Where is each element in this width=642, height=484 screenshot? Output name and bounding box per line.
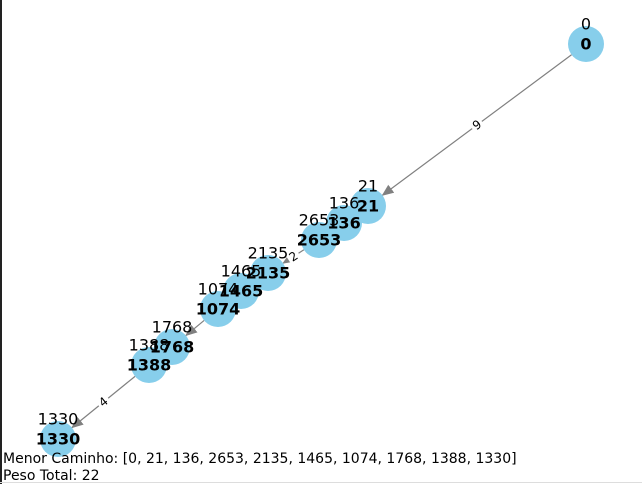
node-id-text: 1330: [36, 430, 81, 449]
edge-1074-1768: [185, 320, 205, 337]
node-id-text: 21: [357, 197, 379, 216]
node-1330: [40, 421, 76, 457]
total-weight-text: Peso Total: 22: [3, 468, 100, 484]
edge-weight-background: [468, 115, 486, 135]
node-id-text: 1768: [150, 338, 195, 357]
node-id-text: 1388: [127, 356, 172, 375]
node-id-text: 1465: [219, 282, 264, 301]
labels-layer: 0021211361362653265321352135146514651074…: [36, 15, 592, 449]
node-label-text: 1768: [152, 318, 193, 337]
nodes-layer: [40, 26, 604, 457]
node-id-text: 1074: [196, 300, 241, 319]
node-label-text: 1074: [198, 280, 239, 299]
node-1074: [200, 291, 236, 327]
shortest-path-text: Menor Caminho: [0, 21, 136, 2653, 2135, …: [3, 451, 517, 467]
node-0: [568, 26, 604, 62]
node-1388: [131, 347, 167, 383]
node-id-text: 0: [580, 35, 591, 54]
node-2653: [301, 222, 337, 258]
edge-weight-background: [284, 247, 303, 266]
node-label-text: 1330: [38, 410, 79, 429]
node-label-text: 1388: [129, 336, 170, 355]
left-border: [0, 0, 2, 484]
bottom-divider: [0, 482, 642, 483]
node-label-text: 0: [581, 15, 591, 34]
node-label-text: 1465: [221, 262, 262, 281]
node-2135: [250, 255, 286, 291]
node-label-text: 2653: [299, 211, 340, 230]
node-id-text: 136: [327, 214, 360, 233]
node-label-text: 21: [358, 177, 378, 196]
node-label-text: 2135: [248, 244, 289, 263]
node-id-text: 2135: [246, 264, 291, 283]
edge-weight-background: [94, 392, 113, 412]
node-label-text: 136: [329, 194, 360, 213]
node-id-text: 2653: [297, 231, 342, 250]
